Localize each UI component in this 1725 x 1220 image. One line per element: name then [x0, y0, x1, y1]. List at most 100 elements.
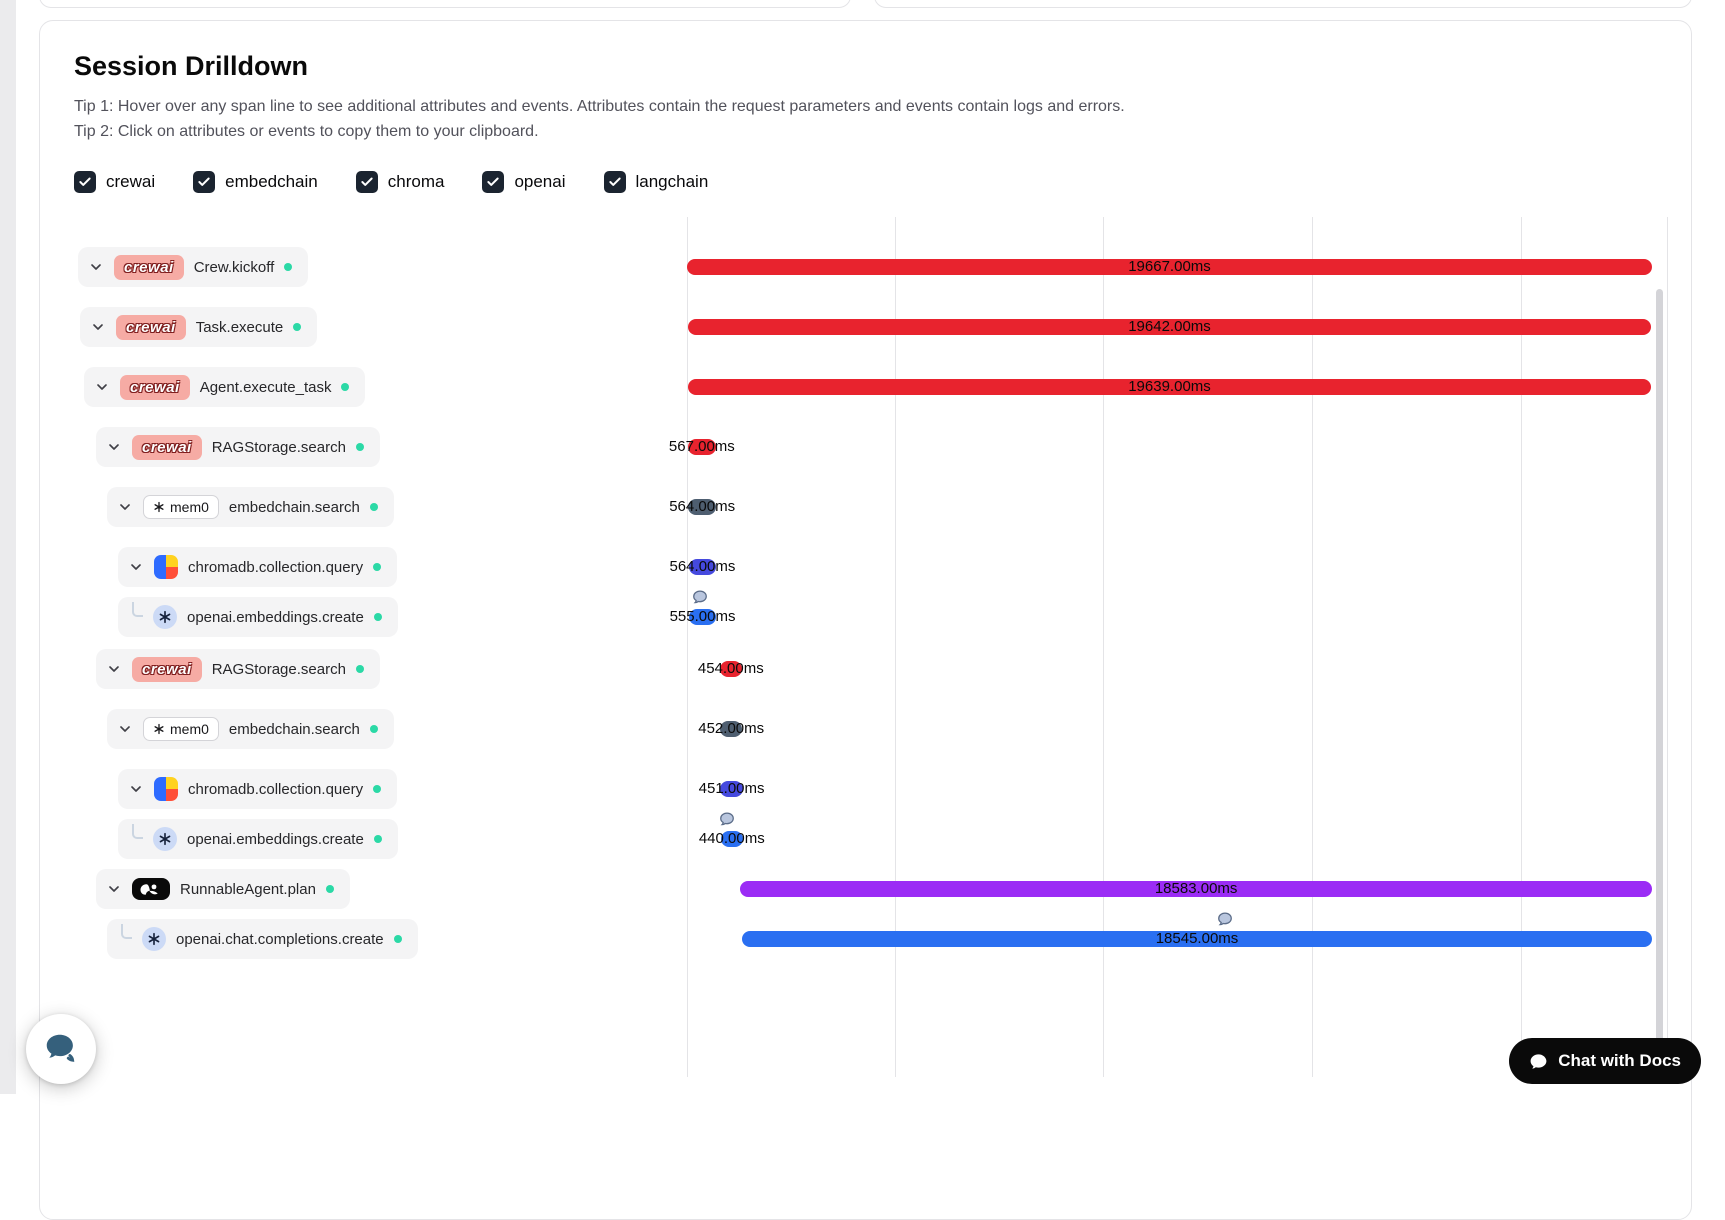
chevron-down-icon[interactable]	[128, 559, 144, 575]
event-bubble-icon[interactable]	[693, 590, 708, 609]
span-name: Agent.execute_task	[199, 378, 332, 396]
filter-label: chroma	[387, 172, 445, 191]
chevron-down-icon[interactable]	[117, 721, 133, 737]
span-name: chromadb.collection.query	[188, 558, 364, 576]
span-name: Crew.kickoff	[193, 258, 275, 276]
trace-row: openai.embeddings.create 440.00ms	[60, 812, 1671, 859]
span-row[interactable]: openai.embeddings.create	[118, 597, 398, 637]
trace-row: chromadb.collection.query 564.00ms	[60, 547, 1671, 587]
span-name: RAGStorage.search	[211, 660, 346, 678]
left-gutter	[0, 0, 16, 1094]
span-duration-label: 19642.00ms	[1128, 318, 1211, 335]
span-duration-bar[interactable]	[740, 881, 1652, 897]
chevron-down-icon[interactable]	[106, 661, 122, 677]
span-duration-bar[interactable]	[719, 661, 742, 677]
span-row[interactable]: crewai Task.execute	[80, 307, 318, 347]
filter-langchain[interactable]: langchain	[603, 171, 708, 193]
span-row[interactable]: mem0 embedchain.search	[107, 709, 394, 749]
tree-connector-icon	[121, 924, 132, 939]
span-duration-bar[interactable]	[687, 439, 716, 455]
trace-row: mem0 embedchain.search 452.00ms	[60, 709, 1671, 749]
chat-widget-launcher[interactable]	[26, 1014, 96, 1084]
chevron-down-icon[interactable]	[106, 881, 122, 897]
span-duration-bar[interactable]	[688, 559, 717, 575]
checkbox-checked-icon[interactable]	[482, 171, 505, 193]
span-duration-bar[interactable]	[742, 931, 1652, 947]
trace-row: crewai Task.execute 19642.00ms	[60, 307, 1671, 347]
span-row[interactable]: openai.embeddings.create	[118, 819, 398, 859]
span-row[interactable]: crewai RAGStorage.search	[96, 649, 380, 689]
checkbox-checked-icon[interactable]	[74, 171, 96, 193]
span-duration-label: 440.00ms	[698, 830, 765, 847]
mem0-logo-badge: mem0	[143, 495, 219, 519]
crewai-logo-badge: crewai	[132, 434, 202, 460]
crewai-logo-badge: crewai	[116, 314, 186, 340]
timeline-track: 567.00ms	[669, 427, 1652, 467]
span-duration-bar[interactable]	[720, 831, 743, 847]
tree-connector-icon	[132, 602, 143, 617]
chevron-down-icon[interactable]	[128, 781, 144, 797]
filter-crewai[interactable]: crewai	[74, 171, 155, 193]
chat-bubbles-icon	[46, 1034, 75, 1062]
tip-1-text: Tip 1: Hover over any span line to see a…	[74, 98, 1125, 115]
span-row[interactable]: crewai RAGStorage.search	[96, 427, 380, 467]
chevron-down-icon[interactable]	[117, 499, 133, 515]
span-duration-label: 18545.00ms	[1155, 930, 1239, 947]
timeline-track: 454.00ms	[687, 649, 1652, 689]
span-duration-bar[interactable]	[688, 499, 716, 515]
library-filters: crewai embedchain chroma openai langchai…	[74, 171, 1671, 193]
span-row[interactable]: chromadb.collection.query	[118, 547, 398, 587]
span-duration-bar[interactable]	[687, 379, 1652, 395]
chevron-down-icon[interactable]	[90, 319, 106, 335]
openai-logo-icon	[153, 605, 177, 629]
span-row[interactable]: crewai Crew.kickoff	[78, 247, 309, 287]
chevron-down-icon[interactable]	[88, 259, 104, 275]
span-duration-label: 452.00ms	[698, 720, 765, 737]
span-name: openai.chat.completions.create	[176, 930, 384, 948]
span-duration-bar[interactable]	[688, 609, 717, 625]
span-row[interactable]: mem0 embedchain.search	[107, 487, 394, 527]
filter-embedchain[interactable]: embedchain	[193, 171, 318, 193]
timeline-track: 564.00ms	[669, 487, 1652, 527]
chevron-down-icon[interactable]	[94, 379, 110, 395]
span-row[interactable]: chromadb.collection.query	[118, 769, 398, 809]
event-bubble-icon[interactable]	[1217, 912, 1232, 931]
checkbox-checked-icon[interactable]	[193, 171, 216, 193]
trace-row: RunnableAgent.plan 18583.00ms	[60, 869, 1671, 909]
chat-bubble-icon	[1530, 1053, 1547, 1069]
span-duration-bar[interactable]	[687, 259, 1652, 275]
span-duration-label: 454.00ms	[697, 660, 764, 677]
chevron-down-icon[interactable]	[106, 439, 122, 455]
chat-with-docs-label: Chat with Docs	[1558, 1051, 1681, 1070]
scrollbar-thumb[interactable]	[1656, 289, 1663, 1071]
filter-openai[interactable]: openai	[482, 171, 566, 193]
span-duration-bar[interactable]	[720, 721, 743, 737]
filter-chroma[interactable]: chroma	[355, 171, 445, 193]
checkbox-checked-icon[interactable]	[355, 171, 378, 193]
crewai-logo-badge: crewai	[132, 656, 202, 682]
span-row[interactable]: openai.chat.completions.create	[107, 919, 418, 959]
span-row[interactable]: RunnableAgent.plan	[96, 869, 350, 909]
span-duration-label: 19639.00ms	[1128, 378, 1211, 395]
span-duration-label: 19667.00ms	[1128, 258, 1211, 275]
chat-with-docs-button[interactable]: Chat with Docs	[1509, 1038, 1701, 1084]
page-title: Session Drilldown	[74, 51, 309, 81]
langchain-logo-icon	[132, 878, 170, 900]
session-drilldown-card: Session Drilldown Tip 1: Hover over any …	[39, 20, 1692, 1220]
span-row[interactable]: crewai Agent.execute_task	[84, 367, 366, 407]
trace-row: chromadb.collection.query 451.00ms	[60, 769, 1671, 809]
span-name: RAGStorage.search	[211, 438, 346, 456]
span-duration-label: 567.00ms	[668, 438, 735, 455]
span-duration-bar[interactable]	[687, 319, 1652, 335]
event-bubble-icon[interactable]	[720, 812, 735, 831]
span-name: embedchain.search	[228, 498, 360, 516]
timeline-track: 19639.00ms	[687, 367, 1652, 407]
chroma-logo-icon	[154, 777, 178, 801]
chroma-logo-icon	[154, 555, 178, 579]
trace-row: mem0 embedchain.search 564.00ms	[60, 487, 1671, 527]
span-duration-bar[interactable]	[720, 781, 743, 797]
span-duration-label: 451.00ms	[698, 780, 765, 797]
trace-waterfall: crewai Crew.kickoff 19667.00ms crewai Ta…	[60, 217, 1671, 1077]
openai-logo-icon	[142, 927, 166, 951]
checkbox-checked-icon[interactable]	[603, 171, 626, 193]
